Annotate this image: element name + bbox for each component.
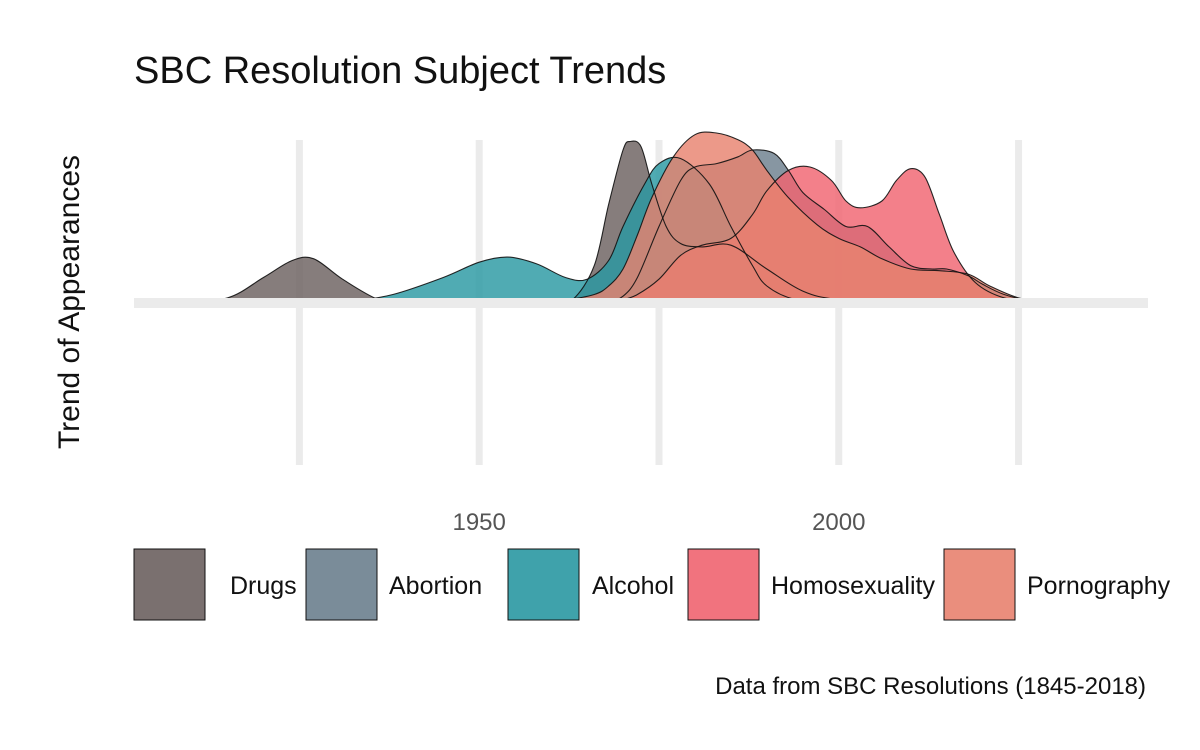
density-area-drugs: [177, 140, 1069, 303]
density-outline-alcohol: [299, 156, 875, 304]
legend: Drugs Abortion Alcohol Homosexuality Pornogr…: [133, 548, 1171, 621]
chart-title: SBC Resolution Subject Trends: [134, 50, 666, 92]
x-axis-ticks: 1950 2000: [452, 509, 865, 536]
legend-key-alcohol: [507, 548, 580, 621]
legend-key-homosexuality: [687, 548, 760, 621]
legend-label-pornography: Pornography: [1027, 572, 1171, 600]
density-outline-drugs: [177, 140, 1069, 304]
density-area-pornography: [407, 132, 1062, 303]
chart-caption: Data from SBC Resolutions (1845-2018): [715, 673, 1146, 700]
legend-key-abortion: [305, 548, 378, 621]
legend-label-homosexuality: Homosexuality: [771, 572, 935, 600]
legend-label-abortion: Abortion: [389, 572, 482, 600]
density-outline-abortion: [551, 149, 1062, 304]
legend-label-drugs: Drugs: [230, 572, 297, 600]
legend-label-alcohol: Alcohol: [592, 572, 674, 600]
legend-key-pornography: [943, 548, 1016, 621]
x-tick-label-2000: 2000: [812, 509, 865, 536]
x-tick-label-1950: 1950: [452, 509, 505, 536]
y-axis-label: Trend of Appearances: [53, 155, 86, 449]
legend-key-drugs: [133, 548, 206, 621]
density-outline-pornography: [407, 131, 1062, 304]
